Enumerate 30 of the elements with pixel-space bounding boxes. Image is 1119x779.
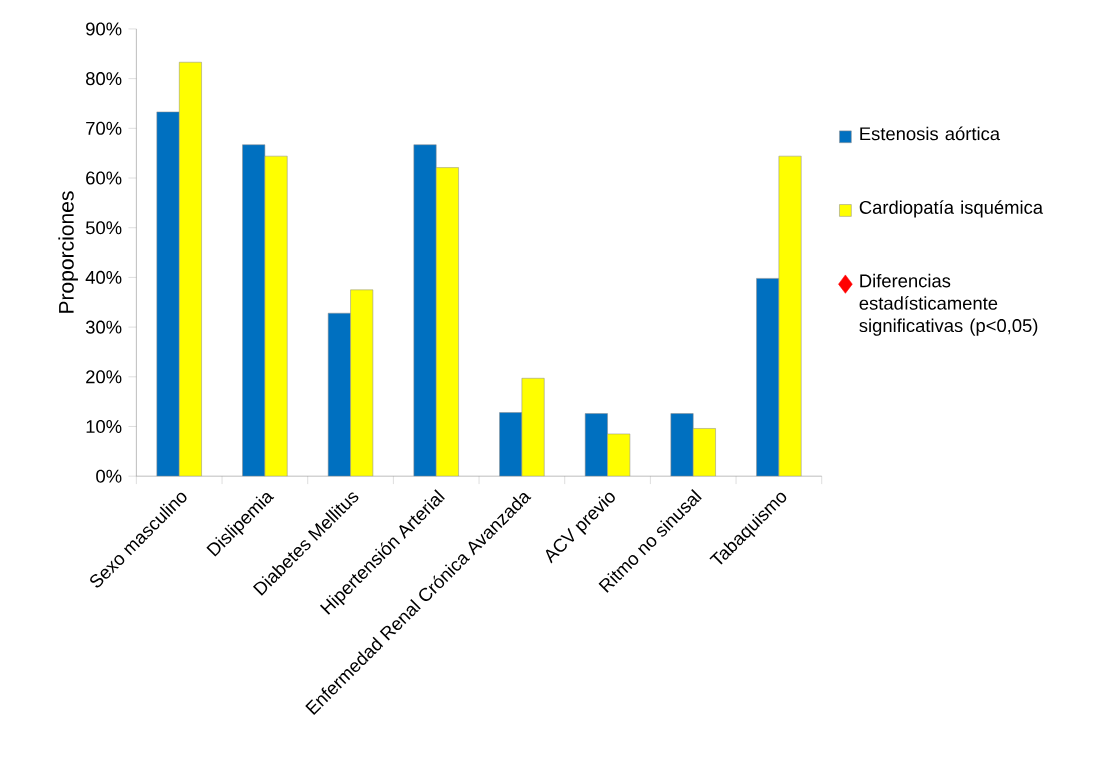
- bar: [242, 144, 266, 477]
- bar: [413, 144, 437, 477]
- bar: [327, 313, 351, 477]
- y-axis-title: Proporciones: [58, 191, 78, 313]
- y-tick-label: 80%: [86, 72, 122, 86]
- y-tick-label: 50%: [85, 221, 122, 235]
- bar: [584, 413, 608, 477]
- y-tick-label: 20%: [86, 370, 122, 384]
- bar: [178, 62, 202, 477]
- bar: [756, 278, 780, 477]
- bar: [499, 412, 523, 477]
- bar: [692, 428, 716, 477]
- y-tick-label: 90%: [86, 22, 122, 36]
- bar: [156, 111, 180, 477]
- y-tick-label: 40%: [85, 271, 122, 285]
- bar: [778, 156, 802, 477]
- y-tick-label: 30%: [85, 320, 122, 334]
- y-tick-label: 10%: [86, 420, 122, 434]
- legend-label: Estenosis aórtica: [860, 126, 1001, 141]
- bar: [670, 413, 694, 477]
- bar: [607, 433, 631, 477]
- y-tick-label: 0%: [96, 469, 122, 483]
- bar: [435, 167, 459, 477]
- bar: [350, 289, 374, 477]
- bar: [264, 156, 288, 477]
- bar: [521, 378, 545, 477]
- y-tick-label: 60%: [86, 171, 122, 185]
- y-tick-label: 70%: [86, 121, 122, 135]
- legend-label: Cardiopatía isquémica: [859, 200, 1044, 218]
- legend-label: Diferencias estadísticamente significativas (p<0,05): [859, 273, 1038, 336]
